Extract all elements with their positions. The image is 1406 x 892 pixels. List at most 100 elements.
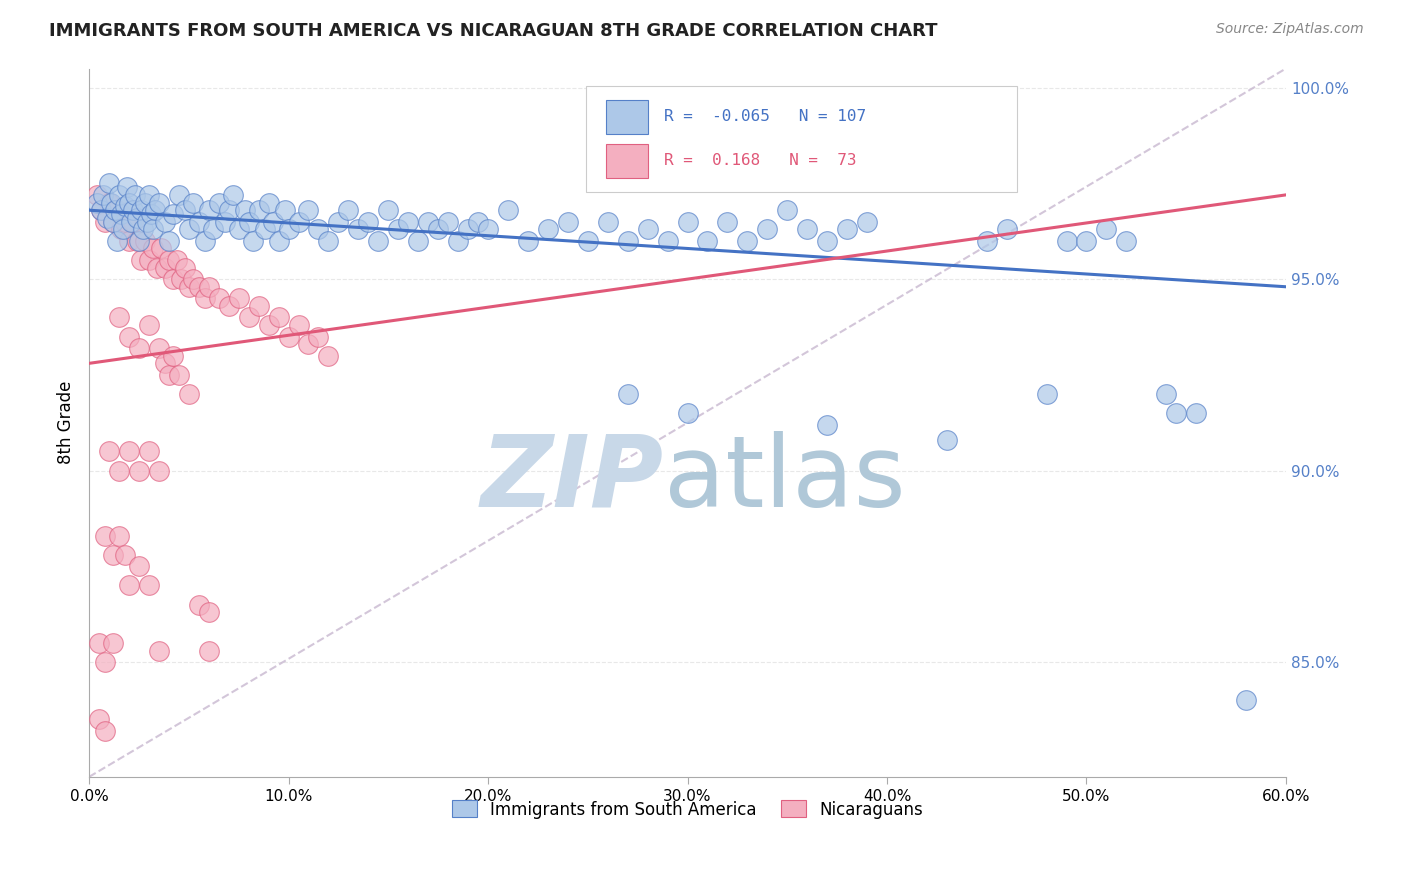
Point: [835, 222, 858, 236]
Point: [447, 234, 470, 248]
Point: [90, 203, 112, 218]
Text: Source: ZipAtlas.com: Source: ZipAtlas.com: [1216, 22, 1364, 37]
Point: [148, 643, 170, 657]
Point: [318, 234, 340, 248]
Point: [94, 215, 117, 229]
Legend: Immigrants from South America, Nicaraguans: Immigrants from South America, Nicaragua…: [444, 794, 931, 825]
Point: [995, 222, 1018, 236]
Point: [437, 215, 460, 229]
Point: [86, 195, 108, 210]
Point: [976, 234, 998, 248]
Point: [96, 211, 118, 225]
Point: [146, 260, 169, 275]
Point: [118, 195, 141, 210]
Text: R =  -0.065   N = 107: R = -0.065 N = 107: [664, 109, 866, 124]
Point: [110, 207, 132, 221]
Text: atlas: atlas: [664, 431, 905, 528]
Point: [267, 234, 290, 248]
Point: [91, 187, 114, 202]
Point: [166, 252, 188, 267]
Point: [776, 203, 799, 218]
Point: [114, 199, 136, 213]
Point: [114, 215, 136, 229]
Point: [247, 299, 270, 313]
Point: [418, 215, 440, 229]
Point: [148, 341, 170, 355]
Point: [148, 195, 170, 210]
Point: [134, 234, 156, 248]
Point: [104, 203, 127, 218]
Point: [377, 203, 399, 218]
Point: [228, 291, 250, 305]
Bar: [606, 101, 648, 135]
Point: [297, 337, 319, 351]
Point: [1076, 234, 1098, 248]
Point: [108, 464, 131, 478]
Point: [676, 215, 699, 229]
Point: [162, 272, 184, 286]
Point: [616, 234, 638, 248]
Point: [815, 417, 838, 432]
Point: [87, 636, 110, 650]
Point: [138, 187, 160, 202]
Point: [105, 234, 128, 248]
Point: [737, 234, 759, 248]
Point: [138, 252, 160, 267]
Point: [142, 242, 165, 256]
Point: [98, 177, 121, 191]
Point: [796, 222, 818, 236]
Point: [357, 215, 380, 229]
Point: [162, 207, 184, 221]
FancyBboxPatch shape: [586, 87, 1017, 193]
Point: [177, 222, 200, 236]
Point: [208, 291, 231, 305]
Point: [328, 215, 350, 229]
Point: [637, 222, 659, 236]
Point: [257, 195, 280, 210]
Point: [170, 272, 193, 286]
Point: [214, 215, 236, 229]
Point: [101, 636, 124, 650]
Point: [287, 215, 309, 229]
Point: [122, 203, 145, 218]
Point: [477, 222, 499, 236]
Point: [115, 180, 138, 194]
Point: [247, 203, 270, 218]
Point: [118, 234, 141, 248]
Point: [935, 433, 957, 447]
Point: [576, 234, 599, 248]
Point: [253, 222, 276, 236]
Point: [616, 387, 638, 401]
Point: [108, 528, 131, 542]
Point: [153, 260, 176, 275]
Point: [297, 203, 319, 218]
Point: [267, 310, 290, 325]
Point: [124, 187, 146, 202]
Point: [105, 203, 128, 218]
Point: [194, 291, 217, 305]
Point: [1185, 406, 1208, 420]
Point: [273, 203, 295, 218]
Point: [318, 349, 340, 363]
Point: [135, 215, 157, 229]
Point: [815, 234, 838, 248]
Point: [128, 341, 150, 355]
Point: [396, 215, 419, 229]
Point: [157, 234, 180, 248]
Point: [187, 215, 209, 229]
Point: [496, 203, 519, 218]
Bar: [606, 145, 648, 178]
Point: [181, 272, 204, 286]
Point: [149, 242, 172, 256]
Point: [128, 464, 150, 478]
Point: [262, 215, 284, 229]
Point: [87, 713, 110, 727]
Point: [94, 528, 117, 542]
Point: [129, 252, 152, 267]
Point: [238, 215, 260, 229]
Point: [676, 406, 699, 420]
Point: [86, 187, 108, 202]
Point: [537, 222, 560, 236]
Point: [122, 215, 145, 229]
Point: [143, 203, 166, 218]
